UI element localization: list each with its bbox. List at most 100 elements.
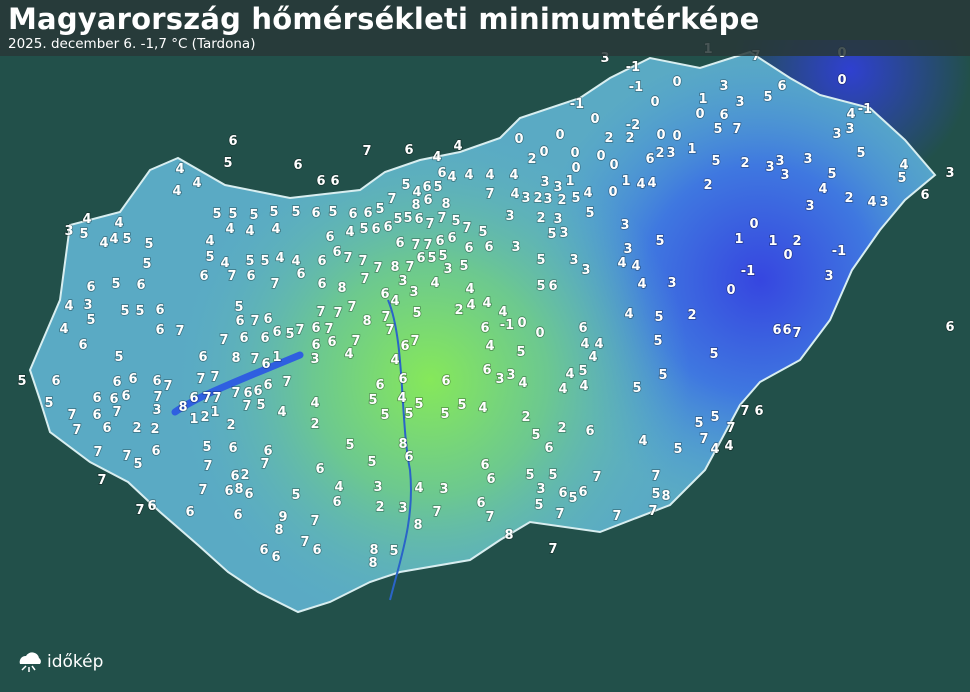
station-temperature-label: 5	[133, 457, 142, 472]
station-temperature-label: 0	[695, 107, 704, 122]
station-temperature-label: 7	[381, 310, 390, 325]
station-temperature-label: 8	[231, 351, 240, 366]
station-temperature-label: 6	[112, 375, 121, 390]
station-temperature-label: 5	[654, 310, 663, 325]
station-temperature-label: 3	[310, 352, 319, 367]
station-temperature-label: 6	[155, 303, 164, 318]
station-temperature-label: 6	[128, 372, 137, 387]
station-temperature-label: 2	[604, 131, 613, 146]
station-temperature-label: 4	[390, 353, 399, 368]
station-temperature-label: 5	[389, 544, 398, 559]
station-temperature-label: 8	[411, 198, 420, 213]
station-temperature-label: 7	[485, 187, 494, 202]
station-temperature-label: 5	[205, 250, 214, 265]
station-temperature-label: 8	[274, 523, 283, 538]
station-temperature-label: 6	[548, 279, 557, 294]
station-temperature-label: 4	[59, 322, 68, 337]
station-temperature-label: 5	[516, 345, 525, 360]
station-temperature-label: 3	[152, 403, 161, 418]
station-temperature-label: 0	[535, 326, 544, 341]
station-temperature-label: 4	[588, 350, 597, 365]
station-temperature-label: 6	[476, 496, 485, 511]
station-temperature-label: 5	[114, 350, 123, 365]
station-temperature-label: 5	[713, 122, 722, 137]
station-temperature-label: 6	[395, 236, 404, 251]
station-temperature-label: 4	[99, 236, 108, 251]
station-temperature-label: 6	[246, 269, 255, 284]
station-temperature-label: 7	[485, 510, 494, 525]
station-temperature-label: 6	[315, 462, 324, 477]
station-temperature-label: 5	[525, 468, 534, 483]
station-temperature-label: 7	[612, 509, 621, 524]
station-temperature-label: 5	[260, 254, 269, 269]
station-temperature-label: 6	[772, 323, 781, 338]
station-temperature-label: 6	[754, 404, 763, 419]
station-temperature-label: 3	[620, 218, 629, 233]
station-temperature-label: 6	[293, 158, 302, 173]
station-temperature-label: 4	[478, 401, 487, 416]
station-temperature-label: 7	[548, 542, 557, 557]
station-temperature-label: 4	[192, 176, 201, 191]
station-temperature-label: 7	[295, 323, 304, 338]
station-temperature-label: 4	[275, 251, 284, 266]
station-temperature-label: 6	[327, 335, 336, 350]
station-temperature-label: 7	[324, 322, 333, 337]
station-temperature-label: 6	[645, 152, 654, 167]
idokep-logo[interactable]: időkép	[16, 650, 103, 674]
station-temperature-label: 6	[230, 469, 239, 484]
station-temperature-label: -1	[629, 80, 643, 95]
station-temperature-label: 7	[122, 449, 131, 464]
station-temperature-label: 8	[413, 518, 422, 533]
station-temperature-label: 0	[609, 158, 618, 173]
station-temperature-label: 5	[245, 254, 254, 269]
station-temperature-label: 0	[539, 145, 548, 160]
station-temperature-label: 7	[227, 269, 236, 284]
station-temperature-label: 3	[581, 263, 590, 278]
station-temperature-label: 5	[856, 146, 865, 161]
station-labels: 31700-1-10356-10010634-100-2220057335464…	[17, 41, 956, 572]
station-temperature-label: 4	[390, 294, 399, 309]
station-temperature-label: -1	[858, 102, 872, 117]
station-temperature-label: 6	[259, 543, 268, 558]
station-temperature-label: 5	[249, 208, 258, 223]
station-temperature-label: 4	[594, 337, 603, 352]
station-temperature-label: 5	[536, 253, 545, 268]
station-temperature-label: 6	[441, 374, 450, 389]
station-temperature-label: 7	[175, 324, 184, 339]
station-temperature-label: 3	[505, 209, 514, 224]
station-temperature-label: -1	[500, 318, 514, 333]
station-temperature-label: 5	[44, 396, 53, 411]
station-temperature-label: 3	[765, 160, 774, 175]
station-temperature-label: 7	[751, 49, 760, 64]
station-temperature-label: 7	[300, 535, 309, 550]
station-temperature-label: 3	[559, 226, 568, 241]
station-temperature-label: 5	[142, 257, 151, 272]
station-temperature-label: 3	[666, 146, 675, 161]
station-temperature-label: 6	[109, 392, 118, 407]
station-temperature-label: 4	[867, 195, 876, 210]
station-temperature-label: 5	[673, 442, 682, 457]
station-temperature-label: 6	[480, 458, 489, 473]
station-temperature-label: 6	[78, 338, 87, 353]
station-temperature-label: 4	[114, 216, 123, 231]
station-temperature-label: 6	[271, 550, 280, 565]
station-temperature-label: 5	[478, 225, 487, 240]
station-temperature-label: 3	[553, 180, 562, 195]
station-temperature-label: 7	[405, 260, 414, 275]
station-temperature-label: -1	[741, 264, 755, 279]
station-temperature-label: 4	[485, 168, 494, 183]
station-temperature-label: 0	[608, 185, 617, 200]
station-temperature-label: 5	[269, 205, 278, 220]
station-temperature-label: 7	[316, 305, 325, 320]
station-temperature-label: 6	[189, 391, 198, 406]
station-temperature-label: 5	[694, 416, 703, 431]
station-temperature-label: 7	[250, 352, 259, 367]
station-temperature-label: 7	[270, 277, 279, 292]
station-temperature-label: 7	[425, 217, 434, 232]
station-temperature-label: 4	[291, 254, 300, 269]
station-temperature-label: 6	[136, 278, 145, 293]
station-temperature-label: 0	[650, 95, 659, 110]
station-temperature-label: 7	[93, 445, 102, 460]
station-temperature-label: 6	[86, 280, 95, 295]
